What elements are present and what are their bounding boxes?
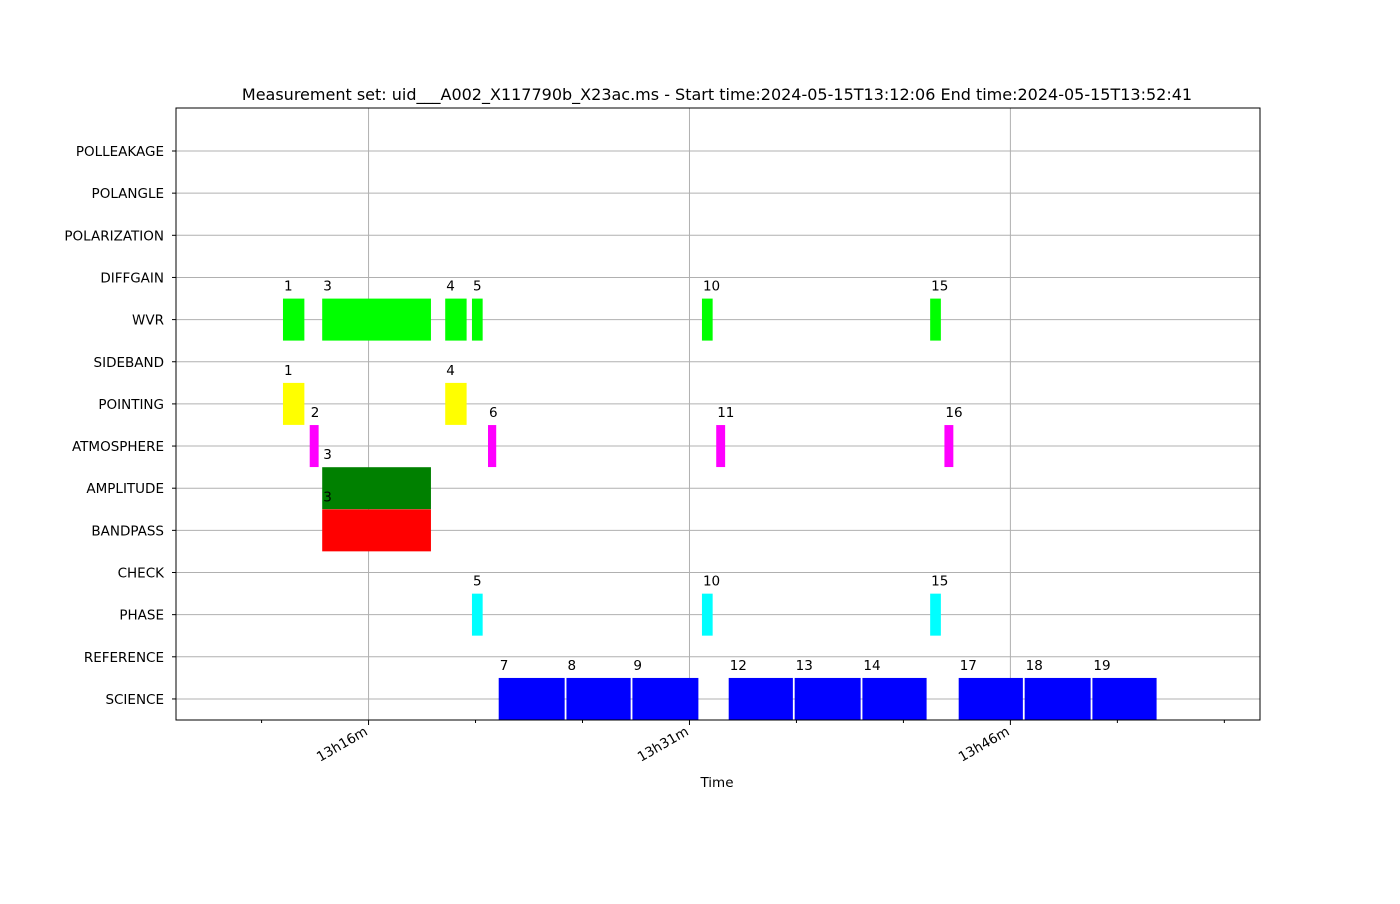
y-tick-label: DIFFGAIN: [100, 270, 164, 286]
scan-number-label: 15: [931, 279, 948, 295]
scan-bar-phase: [471, 593, 483, 636]
y-tick-label: AMPLITUDE: [86, 481, 164, 497]
y-tick-label: POINTING: [98, 397, 164, 413]
scan-number-label: 16: [945, 405, 962, 421]
y-tick-label: SIDEBAND: [94, 355, 164, 371]
scan-bar-science: [862, 677, 927, 720]
scan-number-label: 7: [500, 658, 509, 674]
scan-bar-atmosphere: [309, 425, 319, 468]
y-tick-label: POLARIZATION: [64, 228, 164, 244]
y-tick-label: SCIENCE: [105, 692, 164, 708]
scan-bar-wvr: [282, 298, 305, 341]
scan-number-label: 18: [1026, 658, 1043, 674]
scan-bar-wvr: [445, 298, 467, 341]
scan-number-label: 10: [703, 279, 720, 295]
y-tick-label: PHASE: [119, 608, 164, 624]
y-tick-label: CHECK: [118, 566, 166, 582]
scan-bar-wvr: [322, 298, 431, 341]
x-axis-title: Time: [699, 775, 733, 791]
scan-bar-science: [498, 677, 565, 720]
scan-bar-atmosphere: [944, 425, 954, 468]
scan-number-label: 6: [489, 405, 498, 421]
scan-bar-science: [632, 677, 699, 720]
y-tick-label: ATMOSPHERE: [72, 439, 164, 455]
scan-bar-bandpass: [322, 509, 431, 552]
scan-number-label: 15: [931, 574, 948, 590]
scan-bar-amplitude: [322, 467, 431, 510]
scan-number-label: 3: [323, 447, 332, 463]
scan-number-label: 3: [323, 279, 332, 295]
plot-frame: [175, 107, 1261, 721]
scan-number-label: 5: [473, 279, 482, 295]
scan-number-label: 17: [960, 658, 977, 674]
scan-bar-phase: [701, 593, 713, 636]
scan-bar-science: [794, 677, 861, 720]
scan-bar-science: [728, 677, 793, 720]
y-tick-label: BANDPASS: [91, 523, 164, 539]
scan-bar-phase: [930, 593, 941, 636]
scan-number-label: 13: [796, 658, 813, 674]
scan-bar-science: [566, 677, 631, 720]
scan-bar-science: [1092, 677, 1157, 720]
scan-number-label: 9: [633, 658, 642, 674]
scan-bar-wvr: [471, 298, 483, 341]
scan-number-label: 14: [863, 658, 880, 674]
chart-title: Measurement set: uid___A002_X117790b_X23…: [242, 85, 1192, 105]
scan-bar-atmosphere: [716, 425, 726, 468]
scan-number-label: 8: [567, 658, 576, 674]
scan-number-label: 1: [284, 363, 293, 379]
scan-bar-science: [1024, 677, 1091, 720]
scan-number-label: 19: [1093, 658, 1110, 674]
y-tick-label: REFERENCE: [84, 650, 164, 666]
scan-number-label: 3: [323, 489, 332, 505]
scan-bar-atmosphere: [488, 425, 497, 468]
scan-number-label: 11: [717, 405, 734, 421]
scan-number-label: 4: [446, 363, 455, 379]
scan-bar-science: [958, 677, 1023, 720]
scan-bar-pointing: [445, 382, 467, 425]
y-tick-label: POLLEAKAGE: [76, 144, 164, 160]
y-tick-label: WVR: [132, 313, 164, 329]
bar-layer: [282, 298, 1157, 720]
scan-bar-pointing: [282, 382, 305, 425]
scan-number-label: 1: [284, 279, 293, 295]
scan-bar-wvr: [930, 298, 941, 341]
scan-number-label: 5: [473, 574, 482, 590]
scan-bar-wvr: [701, 298, 713, 341]
scan-number-label: 12: [730, 658, 747, 674]
scan-number-label: 4: [446, 279, 455, 295]
scan-number-label: 10: [703, 574, 720, 590]
y-tick-label: POLANGLE: [92, 186, 164, 202]
scan-number-label: 2: [311, 405, 320, 421]
